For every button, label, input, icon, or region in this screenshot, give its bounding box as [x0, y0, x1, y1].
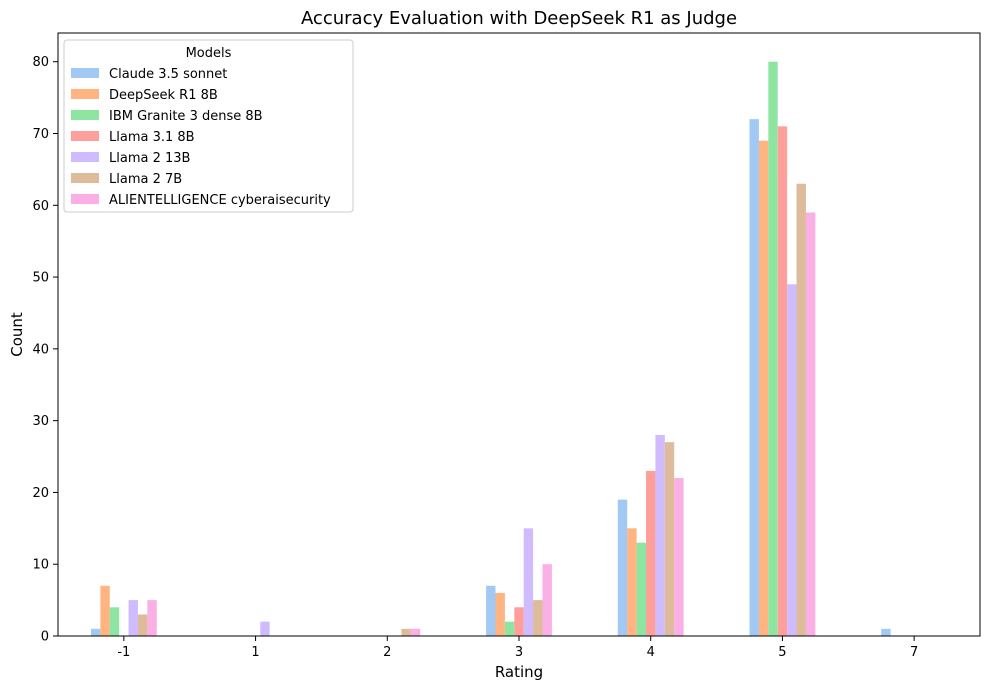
x-tick-label: 3	[515, 645, 523, 660]
legend-label-6: ALIENTELLIGENCE cyberaisecurity	[109, 193, 331, 208]
bar-4-3	[523, 528, 534, 636]
y-tick-label: 10	[32, 558, 49, 573]
x-tick-label: 4	[647, 645, 655, 660]
legend-label-5: Llama 2 7B	[109, 172, 182, 187]
legend-swatch-2	[71, 110, 99, 120]
bar-5-4	[664, 442, 675, 636]
bar-3-4	[646, 470, 656, 636]
bar-3-3	[514, 607, 524, 636]
bar-1-0	[100, 585, 110, 636]
x-axis-title: Rating	[495, 663, 543, 681]
legend-label-2: IBM Granite 3 dense 8B	[109, 109, 263, 124]
x-tick-label: 7	[910, 645, 918, 660]
y-axis-title: Count	[8, 312, 26, 357]
y-tick-label: 50	[32, 271, 49, 286]
legend-label-0: Claude 3.5 sonnet	[109, 67, 227, 82]
bar-5-2	[401, 628, 411, 636]
bar-4-5	[787, 284, 797, 636]
legend-swatch-1	[71, 89, 99, 99]
bar-4-4	[655, 435, 665, 636]
y-tick-label: 20	[32, 486, 49, 501]
bar-2-5	[768, 61, 778, 636]
chart-title: Accuracy Evaluation with DeepSeek R1 as …	[301, 8, 737, 29]
bar-1-4	[627, 528, 637, 636]
legend-swatch-4	[71, 152, 99, 162]
bar-0-5	[749, 119, 759, 636]
bar-5-5	[796, 183, 806, 636]
bar-0-3	[486, 585, 496, 636]
x-tick-label: -1	[117, 645, 130, 660]
legend-swatch-3	[71, 131, 99, 141]
y-tick-label: 70	[32, 127, 49, 142]
bar-1-3	[495, 592, 505, 636]
bar-6-5	[805, 212, 816, 636]
x-tick-label: 1	[251, 645, 259, 660]
y-tick-label: 80	[32, 55, 49, 70]
bar-6-4	[674, 478, 684, 636]
legend-title: Models	[186, 46, 232, 61]
bar-4-0	[128, 600, 138, 636]
bar-0-4	[617, 499, 628, 636]
bar-6-2	[410, 628, 421, 636]
y-tick-label: 30	[32, 414, 49, 429]
legend-label-1: DeepSeek R1 8B	[109, 88, 218, 103]
bar-4-1	[260, 621, 270, 636]
legend-label-3: Llama 3.1 8B	[109, 130, 195, 145]
x-tick-label: 5	[778, 645, 786, 660]
y-tick-label: 40	[32, 342, 49, 357]
bar-2-0	[109, 607, 120, 636]
bar-5-3	[533, 600, 543, 636]
legend-swatch-6	[71, 194, 99, 204]
bar-5-0	[137, 614, 148, 636]
bar-3-5	[777, 126, 788, 636]
bar-6-0	[147, 600, 157, 636]
bar-0-6	[881, 628, 891, 636]
bar-1-5	[758, 140, 769, 636]
bar-2-3	[504, 621, 515, 636]
y-tick-label: 60	[32, 199, 49, 214]
legend-label-4: Llama 2 13B	[109, 151, 190, 166]
bar-6-3	[542, 564, 552, 636]
bar-2-4	[636, 542, 647, 636]
y-tick-label: 0	[41, 630, 49, 645]
legend-swatch-5	[71, 173, 99, 183]
legend-swatch-0	[71, 68, 99, 78]
legend-box	[63, 39, 354, 213]
x-tick-label: 2	[383, 645, 391, 660]
bar-0-0	[90, 628, 101, 636]
